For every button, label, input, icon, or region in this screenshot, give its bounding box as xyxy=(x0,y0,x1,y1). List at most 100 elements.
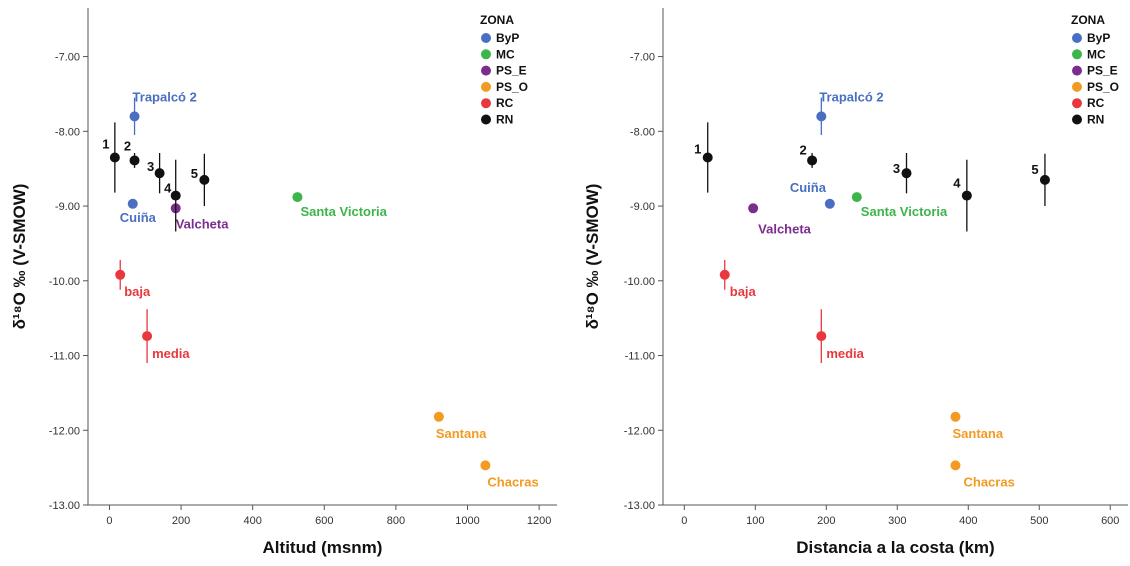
x-tick-label: 200 xyxy=(172,515,190,527)
point-label: Santana xyxy=(436,426,487,441)
point-label: Chacras xyxy=(963,474,1014,489)
x-axis-title: Altitud (msnm) xyxy=(263,538,383,557)
point-label: Santa Victoria xyxy=(300,204,387,219)
legend-marker xyxy=(1072,33,1082,43)
x-tick-label: 400 xyxy=(244,515,262,527)
data-point xyxy=(816,111,827,122)
point-label: 1 xyxy=(694,141,701,156)
legend-item-label: ByP xyxy=(1087,31,1110,45)
x-tick-label: 300 xyxy=(888,515,906,527)
point-label: 2 xyxy=(124,138,131,153)
data-point xyxy=(950,460,961,471)
data-point xyxy=(433,411,444,422)
data-point xyxy=(851,192,862,203)
x-axis-title: Distancia a la costa (km) xyxy=(796,538,994,557)
point-label: baja xyxy=(124,284,151,299)
point-label: 3 xyxy=(893,161,900,176)
data-point xyxy=(816,331,827,342)
x-tick-label: 100 xyxy=(746,515,764,527)
data-point xyxy=(129,155,140,166)
legend: ZONA ByP MC PS_E PS_O RC RN xyxy=(480,13,528,127)
point-label: 5 xyxy=(1031,162,1038,177)
chart-panel-2: -7.00 -8.00 -9.00 -10.00 -11.00 -12.00 -13.00 0… xyxy=(583,8,1128,557)
point-label: 4 xyxy=(164,181,172,196)
data-point xyxy=(127,198,138,209)
legend-item-label: PS_O xyxy=(1087,80,1119,94)
y-tick-label: -7.00 xyxy=(55,52,80,64)
legend-item-label: MC xyxy=(1087,47,1106,61)
chart-panel-1: -7.00 -8.00 -9.00 -10.00 -11.00 -12.00 -13.00 0… xyxy=(10,8,557,557)
legend-item-label: RC xyxy=(496,96,514,110)
data-point xyxy=(961,190,972,201)
point-label: 4 xyxy=(953,176,961,191)
legend-item-label: PS_O xyxy=(496,80,528,94)
y-tick-label: -11.00 xyxy=(50,351,80,363)
legend: ZONA ByP MC PS_E PS_O RC RN xyxy=(1071,13,1119,127)
data-point xyxy=(154,168,165,179)
data-point xyxy=(719,269,730,280)
legend-item-label: RC xyxy=(1087,96,1105,110)
point-label: Trapalcó 2 xyxy=(133,89,197,104)
legend-item-label: MC xyxy=(496,47,515,61)
x-tick-label: 600 xyxy=(315,515,333,527)
data-point xyxy=(109,152,120,163)
y-tick-label: -9.00 xyxy=(630,201,655,213)
data-point xyxy=(901,168,912,179)
point-label: Valcheta xyxy=(758,221,812,236)
legend-marker xyxy=(481,98,491,109)
legend-marker xyxy=(1072,98,1082,109)
point-label: 2 xyxy=(799,142,806,157)
y-tick-label: -11.00 xyxy=(625,351,655,363)
point-label: Cuiña xyxy=(120,210,157,225)
data-point xyxy=(480,460,491,471)
legend-title: ZONA xyxy=(480,13,514,27)
x-tick-label: 600 xyxy=(1101,515,1119,527)
point-label: 1 xyxy=(102,136,109,151)
data-point xyxy=(950,411,961,422)
legend-marker xyxy=(481,114,491,125)
legend-marker xyxy=(1072,65,1082,76)
legend-title: ZONA xyxy=(1071,13,1105,27)
y-tick-label: -7.00 xyxy=(630,52,655,64)
legend-item-label: PS_E xyxy=(1087,64,1118,78)
point-label: Trapalcó 2 xyxy=(819,89,883,104)
y-tick-label: -8.00 xyxy=(55,126,80,138)
legend-marker xyxy=(481,65,491,76)
y-axis-title: δ¹⁸O ‰ (V-SMOW) xyxy=(583,184,602,330)
point-label: 5 xyxy=(191,166,198,181)
data-point xyxy=(292,192,303,203)
data-point xyxy=(824,198,835,209)
y-tick-label: -10.00 xyxy=(624,276,655,288)
data-point xyxy=(199,174,210,185)
data-point xyxy=(807,155,818,166)
legend-marker xyxy=(481,81,491,92)
x-tick-label: 500 xyxy=(1030,515,1048,527)
point-label: baja xyxy=(730,284,757,299)
x-tick-label: 200 xyxy=(817,515,835,527)
y-axis-title: δ¹⁸O ‰ (V-SMOW) xyxy=(10,184,29,330)
legend-item-label: RN xyxy=(496,113,513,127)
point-label: Santa Victoria xyxy=(861,204,948,219)
legend-item-label: ByP xyxy=(496,31,519,45)
legend-item-label: PS_E xyxy=(496,64,527,78)
y-tick-label: -9.00 xyxy=(55,201,80,213)
x-tick-label: 1000 xyxy=(455,515,479,527)
y-tick-label: -10.00 xyxy=(49,276,80,288)
data-point xyxy=(748,203,759,214)
data-point xyxy=(1039,174,1050,185)
point-label: Santana xyxy=(952,426,1003,441)
point-label: Cuiña xyxy=(790,180,827,195)
point-label: media xyxy=(152,346,190,361)
point-label: 3 xyxy=(147,159,154,174)
legend-marker xyxy=(1072,49,1082,60)
legend-marker xyxy=(1072,114,1082,125)
y-tick-label: -12.00 xyxy=(49,425,80,437)
data-point xyxy=(129,111,140,122)
legend-marker xyxy=(481,49,491,60)
point-label: media xyxy=(826,346,864,361)
y-tick-label: -13.00 xyxy=(624,500,655,512)
x-tick-label: 0 xyxy=(681,515,687,527)
x-tick-label: 0 xyxy=(106,515,112,527)
